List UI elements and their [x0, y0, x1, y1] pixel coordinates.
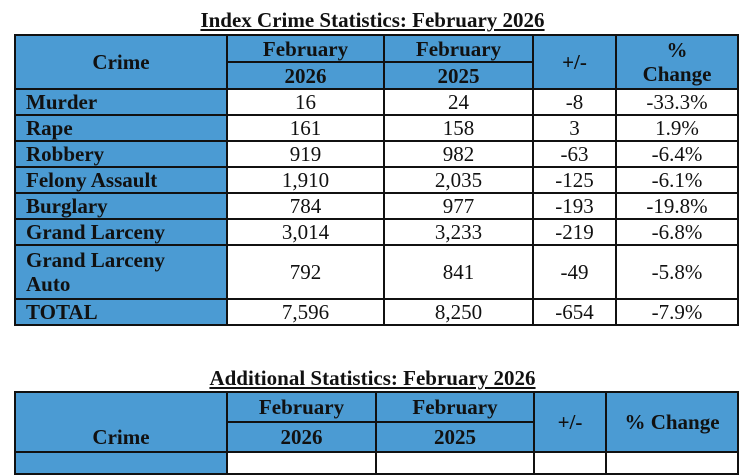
value-2026: 3,014	[226, 218, 385, 246]
additional-table-title: Additional Statistics: February 2026	[209, 366, 536, 390]
header-crime: Crime	[14, 391, 228, 453]
value-diff: -125	[532, 166, 617, 194]
value-diff: -49	[532, 244, 617, 300]
value-2025: 158	[383, 114, 534, 142]
value-2025: 3,233	[383, 218, 534, 246]
table-row-rape: Rape 161 158 3 1.9%	[14, 114, 739, 142]
header-diff: +/-	[533, 391, 607, 453]
header-row-2: 2026 2025	[15, 421, 738, 453]
header-diff: +/-	[532, 34, 617, 90]
value-diff: 3	[532, 114, 617, 142]
value-pct: -33.3%	[615, 88, 739, 116]
crime-name: Felony Assault	[14, 166, 228, 194]
header-feb-2025-month: February	[383, 34, 534, 63]
index-crime-table: Crime February February +/- % Change 202…	[14, 34, 739, 326]
header-pct-change: % Change	[605, 391, 739, 453]
table-row-robbery: Robbery 919 982 -63 -6.4%	[14, 140, 739, 168]
table-row-grand-larceny: Grand Larceny 3,014 3,233 -219 -6.8%	[14, 218, 739, 246]
additional-stats-table: Crime February February +/- % Change 202…	[14, 391, 739, 475]
value-pct: 1.9%	[615, 114, 739, 142]
value-diff: -654	[532, 298, 617, 326]
table-row-total: TOTAL 7,596 8,250 -654 -7.9%	[14, 298, 739, 326]
value-diff: -63	[532, 140, 617, 168]
index-table-title: Index Crime Statistics: February 2026	[200, 8, 545, 32]
crime-name: TOTAL	[14, 298, 228, 326]
value-2026	[226, 451, 377, 475]
value-diff	[533, 451, 607, 475]
header-crime: Crime	[14, 34, 228, 90]
table-row-grand-larceny-auto: Grand Larceny Auto 792 841 -49 -5.8%	[14, 244, 739, 300]
value-2026: 161	[226, 114, 385, 142]
header-feb-2026-month: February	[226, 34, 385, 63]
table-row-murder: Murder 16 24 -8 -33.3%	[14, 88, 739, 116]
crime-name: Grand Larceny	[14, 218, 228, 246]
crime-name: Grand Larceny Auto	[14, 244, 228, 300]
value-pct: -6.8%	[615, 218, 739, 246]
value-2025: 977	[383, 192, 534, 220]
value-pct: -7.9%	[615, 298, 739, 326]
value-pct	[605, 451, 739, 475]
crime-name: Robbery	[14, 140, 228, 168]
value-pct: -6.4%	[615, 140, 739, 168]
value-diff: -219	[532, 218, 617, 246]
value-pct: -5.8%	[615, 244, 739, 300]
header-feb-2026-month: February	[226, 391, 377, 423]
value-2025: 8,250	[383, 298, 534, 326]
value-diff: -193	[532, 192, 617, 220]
table-row-partial	[14, 451, 739, 475]
header-feb-2026-year: 2026	[226, 421, 377, 453]
value-2025	[375, 451, 535, 475]
value-pct: -6.1%	[615, 166, 739, 194]
table-row-burglary: Burglary 784 977 -193 -19.8%	[14, 192, 739, 220]
value-2025: 982	[383, 140, 534, 168]
header-feb-2025-year: 2025	[383, 61, 534, 90]
crime-name-line2: Auto	[26, 272, 71, 296]
header-row: Crime February February +/- % Change	[14, 391, 739, 453]
value-2026: 7,596	[226, 298, 385, 326]
value-diff: -8	[532, 88, 617, 116]
crime-name: Burglary	[14, 192, 228, 220]
table-row-felony-assault: Felony Assault 1,910 2,035 -125 -6.1%	[14, 166, 739, 194]
value-2026: 784	[226, 192, 385, 220]
value-2026: 1,910	[226, 166, 385, 194]
value-2026: 792	[226, 244, 385, 300]
header-feb-2025-month: February	[375, 391, 535, 423]
header-feb-2026-year: 2026	[226, 61, 385, 90]
header-pct-label: Change	[642, 62, 712, 86]
value-2025: 841	[383, 244, 534, 300]
value-pct: -19.8%	[615, 192, 739, 220]
crime-name-cell	[14, 451, 228, 475]
value-2026: 919	[226, 140, 385, 168]
header-pct-change: % Change	[615, 34, 739, 90]
value-2025: 2,035	[383, 166, 534, 194]
header-row-2: 2026 2025	[15, 61, 738, 90]
crime-name-line1: Grand Larceny	[26, 248, 166, 272]
header-feb-2025-year: 2025	[375, 421, 535, 453]
value-2026: 16	[226, 88, 385, 116]
crime-name: Murder	[14, 88, 228, 116]
crime-name: Rape	[14, 114, 228, 142]
header-pct-symbol: %	[666, 38, 688, 62]
header-row: Crime February February +/- % Change	[14, 34, 739, 90]
value-2025: 24	[383, 88, 534, 116]
